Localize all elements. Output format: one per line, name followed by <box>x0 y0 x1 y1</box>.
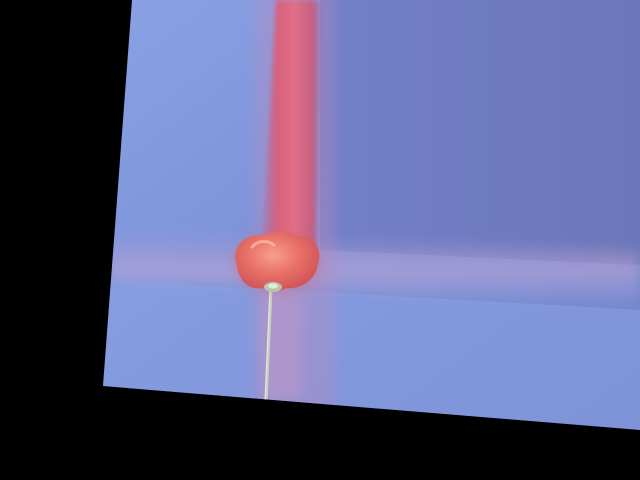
pin-head <box>235 231 320 291</box>
pin-needle <box>264 286 273 404</box>
pin-needle-highlight <box>264 287 271 403</box>
pin-collar-highlight <box>268 283 278 289</box>
red-stripe <box>262 0 322 250</box>
pushpin-icon <box>233 231 321 293</box>
board-dark-panel <box>320 0 640 265</box>
pin-head-highlight <box>250 240 276 249</box>
